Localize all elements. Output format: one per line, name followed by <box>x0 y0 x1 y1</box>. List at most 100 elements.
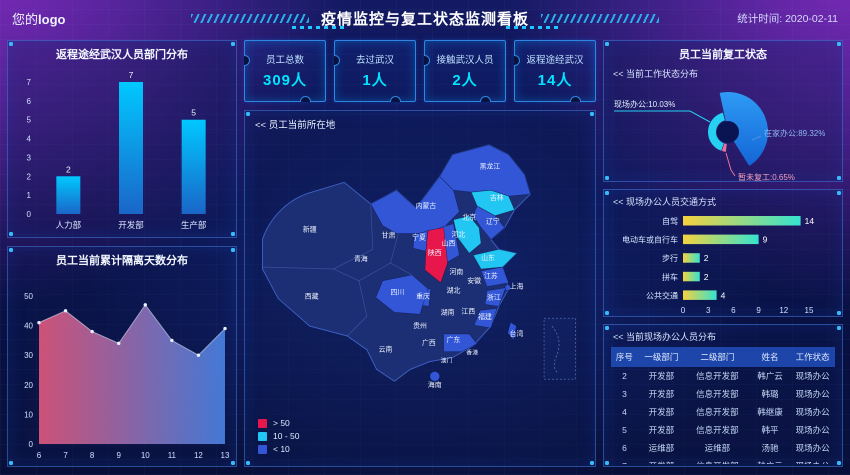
svg-text:青海: 青海 <box>354 254 368 263</box>
table-cell: 开发部 <box>648 389 675 399</box>
transport-bar-chart: 自驾 14 电动车或自行车 9 步行 2 拼车 2 公共交通 4 0 3 6 9 12 15 <box>622 216 815 315</box>
table-header-cell: 一级部门 <box>637 347 685 367</box>
staff-table-wrap[interactable]: 序号 一级部门 二级部门 姓名 工作状态 2 开发部 信息开发部 韩广云 现场办公 3 开发部 信息开… <box>611 347 835 464</box>
svg-text:内蒙古: 内蒙古 <box>416 201 437 210</box>
svg-text:14: 14 <box>805 216 815 226</box>
stat-card-total-employees: 员工总数 309人 <box>244 40 326 102</box>
province-浙江 <box>484 287 507 307</box>
svg-text:11: 11 <box>168 451 177 460</box>
svg-text:5: 5 <box>27 116 32 125</box>
svg-text:2: 2 <box>66 164 71 174</box>
svg-text:山西: 山西 <box>442 238 456 247</box>
svg-text:广东: 广东 <box>447 335 461 344</box>
svg-text:4: 4 <box>721 290 726 300</box>
table-header-cell: 二级部门 <box>684 347 750 367</box>
transport-title: << 现场办公人员交通方式 <box>613 197 717 207</box>
svg-text:6: 6 <box>37 451 42 460</box>
svg-text:甘肃: 甘肃 <box>382 230 396 239</box>
map-legend: > 50 10 - 50 < 10 <box>258 415 299 454</box>
map-label: << 员工当前所在地 <box>255 120 336 131</box>
svg-text:江苏: 江苏 <box>484 271 498 280</box>
svg-text:新疆: 新疆 <box>303 225 317 234</box>
svg-text:北京: 北京 <box>462 213 476 222</box>
svg-text:陕西: 陕西 <box>428 248 442 257</box>
table-cell: 开发部 <box>638 457 685 464</box>
hatch-deco-left <box>190 13 309 23</box>
table-cell: 韩平 <box>761 425 779 435</box>
stat-card-contacted-wuhan: 接触武汉人员 2人 <box>424 40 506 102</box>
svg-text:四川: 四川 <box>390 289 404 297</box>
svg-text:吉林: 吉林 <box>490 193 504 202</box>
title-wrap: 疫情监控与复工状态监测看板 <box>187 8 663 29</box>
legend-swatch <box>258 431 267 441</box>
logo-bold: logo <box>38 11 66 27</box>
svg-text:0: 0 <box>681 306 686 315</box>
stat-time-value: 2020-02-11 <box>785 12 838 25</box>
table-cell: 运维部 <box>648 443 675 453</box>
svg-text:9: 9 <box>116 451 121 460</box>
work-status-subtitle: << 当前工作状态分布 <box>613 69 699 79</box>
table-cell: 信息开发部 <box>696 407 739 417</box>
svg-text:安徽: 安徽 <box>467 276 481 285</box>
left-column: 返程途经武汉人员部门分布 0 1 2 3 4 5 6 7 2 人力部 7 开发部 5 生产部 员工当前累计… <box>7 40 237 467</box>
svg-text:海南: 海南 <box>428 380 442 389</box>
legend-swatch <box>258 444 267 454</box>
svg-text:公共交通: 公共交通 <box>646 290 678 300</box>
svg-text:暂未复工:0.65%: 暂未复工:0.65% <box>738 172 795 182</box>
svg-text:福建: 福建 <box>478 312 492 321</box>
svg-text:3: 3 <box>27 153 32 162</box>
table-cell: 韩广云 <box>750 457 790 464</box>
dots-deco-right <box>506 26 558 29</box>
app-logo: 您的logo <box>12 9 187 28</box>
svg-text:3: 3 <box>706 306 711 315</box>
svg-text:贵州: 贵州 <box>413 321 427 330</box>
svg-text:7: 7 <box>27 78 32 87</box>
logo-prefix: 您的 <box>12 11 39 27</box>
svg-text:人力部: 人力部 <box>56 220 82 230</box>
stat-card-label: 员工总数 <box>265 55 304 66</box>
panel-work-status: 员工当前复工状态 << 当前工作状态分布 现场办公:10.03% 在家办公:89.… <box>603 40 843 182</box>
bar <box>56 176 81 214</box>
page-title: 疫情监控与复工状态监测看板 <box>320 10 529 28</box>
table-row: 6 运维部 运维部 汤驰 现场办公 <box>611 439 835 457</box>
dept-chart-title: 返程途经武汉人员部门分布 <box>56 49 188 61</box>
svg-text:河南: 河南 <box>450 267 464 276</box>
table-cell: 韩继康 <box>757 407 783 417</box>
table-cell: 开发部 <box>648 371 675 381</box>
dept-bar-chart: 0 1 2 3 4 5 6 7 2 人力部 7 开发部 5 生产部 <box>27 70 207 230</box>
svg-text:15: 15 <box>805 306 814 315</box>
svg-text:8: 8 <box>90 451 95 460</box>
bar <box>181 119 206 214</box>
svg-text:云南: 云南 <box>379 345 393 354</box>
table-cell: 开发部 <box>648 425 675 435</box>
stat-card-value: 14人 <box>537 72 573 89</box>
table-cell: 2 <box>622 371 627 381</box>
panel-location-map: << 员工当前所在地 新疆 青海 西藏 甘肃 内蒙古 黑龙江 吉林 辽宁 北京 河北 山西 山东 宁夏陕… <box>244 110 596 467</box>
svg-text:0: 0 <box>27 210 32 219</box>
province-福建 <box>473 308 498 329</box>
table-header-cell: 姓名 <box>749 347 791 367</box>
table-cell: 5 <box>622 425 627 435</box>
svg-text:重庆: 重庆 <box>416 292 430 301</box>
svg-text:5: 5 <box>191 108 196 118</box>
legend-label: > 50 <box>273 418 290 428</box>
svg-text:辽宁: 辽宁 <box>486 217 500 226</box>
staff-table-title: << 当前现场办公人员分布 <box>613 332 717 342</box>
svg-text:4: 4 <box>27 135 32 144</box>
bar <box>683 216 801 226</box>
stat-card-label: 返程途经武汉 <box>526 55 584 66</box>
svg-text:山东: 山东 <box>481 253 495 262</box>
svg-text:现场办公:10.03%: 现场办公:10.03% <box>614 99 675 109</box>
table-cell: 现场办公 <box>790 457 835 464</box>
table-cell: 汤驰 <box>761 443 779 453</box>
stat-card-visited-wuhan: 去过武汉 1人 <box>334 40 416 102</box>
legend-label: 10 - 50 <box>273 431 300 441</box>
table-cell: 现场办公 <box>795 407 830 417</box>
table-cell: 现场办公 <box>795 371 830 381</box>
staff-table-body: 2 开发部 信息开发部 韩广云 现场办公 3 开发部 信息开发部 韩璐 现场办公 4 开发部 信息开发部… <box>611 367 835 464</box>
svg-text:浙江: 浙江 <box>487 293 501 302</box>
panel-dept-distribution: 返程途经武汉人员部门分布 0 1 2 3 4 5 6 7 2 人力部 7 开发部 5 生产部 <box>7 40 237 238</box>
hatch-deco-right <box>541 13 659 23</box>
table-cell: 信息开发部 <box>696 389 739 399</box>
svg-text:30: 30 <box>24 351 33 360</box>
